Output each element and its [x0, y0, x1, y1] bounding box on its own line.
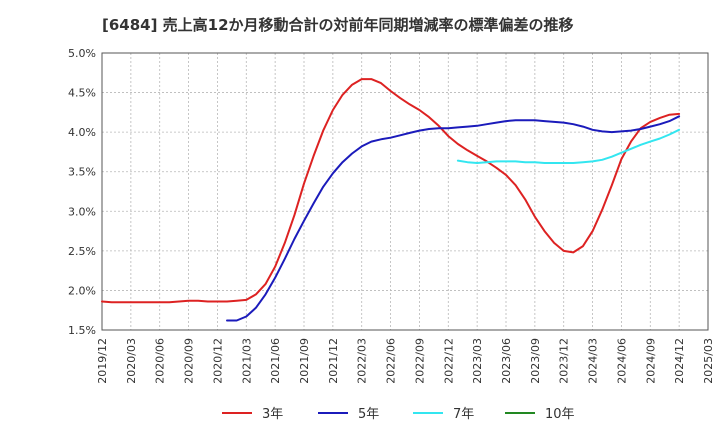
x-tick-label: 2022/09: [413, 338, 426, 384]
y-tick-label: 3.5%: [68, 166, 96, 179]
x-tick-label: 2021/09: [298, 338, 311, 384]
y-tick-label: 4.5%: [68, 87, 96, 100]
y-tick-label: 1.5%: [68, 324, 96, 337]
x-tick-label: 2023/06: [500, 338, 513, 384]
y-tick-label: 2.0%: [68, 284, 96, 297]
y-tick-label: 3.0%: [68, 205, 96, 218]
x-tick-label: 2024/03: [587, 338, 600, 384]
y-tick-label: 4.0%: [68, 126, 96, 139]
x-tick-label: 2022/03: [356, 338, 369, 384]
legend-label: 10年: [545, 407, 575, 422]
x-tick-label: 2020/09: [183, 338, 196, 384]
plot-border: [101, 52, 709, 331]
x-tick-label: 2022/12: [442, 338, 455, 384]
x-tick-label: 2021/06: [269, 338, 282, 384]
x-tick-label: 2021/03: [240, 338, 253, 384]
series-line: [226, 115, 681, 322]
x-tick-label: 2024/12: [673, 338, 686, 384]
x-tick-label: 2020/06: [154, 338, 167, 384]
plot-area: [102, 53, 708, 330]
y-tick-label: 5.0%: [68, 47, 96, 60]
x-tick-label: 2023/03: [471, 338, 484, 384]
legend-label: 3年: [262, 407, 283, 422]
x-tick-label: 2023/12: [558, 338, 571, 384]
x-tick-label: 2020/12: [211, 338, 224, 384]
x-tick-label: 2022/06: [385, 338, 398, 384]
legend-label: 7年: [453, 407, 474, 422]
series-line: [456, 128, 681, 164]
x-tick-label: 2025/03: [702, 338, 715, 384]
x-tick-label: 2021/12: [327, 338, 340, 384]
series-line: [101, 78, 681, 304]
x-tick-label: 2020/03: [125, 338, 138, 384]
x-tick-label: 2023/09: [529, 338, 542, 384]
chart-title: [6484] 売上高12か月移動合計の対前年同期増減率の標準偏差の推移: [102, 16, 574, 34]
x-tick-label: 2024/09: [644, 338, 657, 384]
x-tick-label: 2024/06: [615, 338, 628, 384]
x-tick-label: 2019/12: [96, 338, 109, 384]
y-tick-label: 2.5%: [68, 245, 96, 258]
legend-label: 5年: [358, 407, 379, 422]
